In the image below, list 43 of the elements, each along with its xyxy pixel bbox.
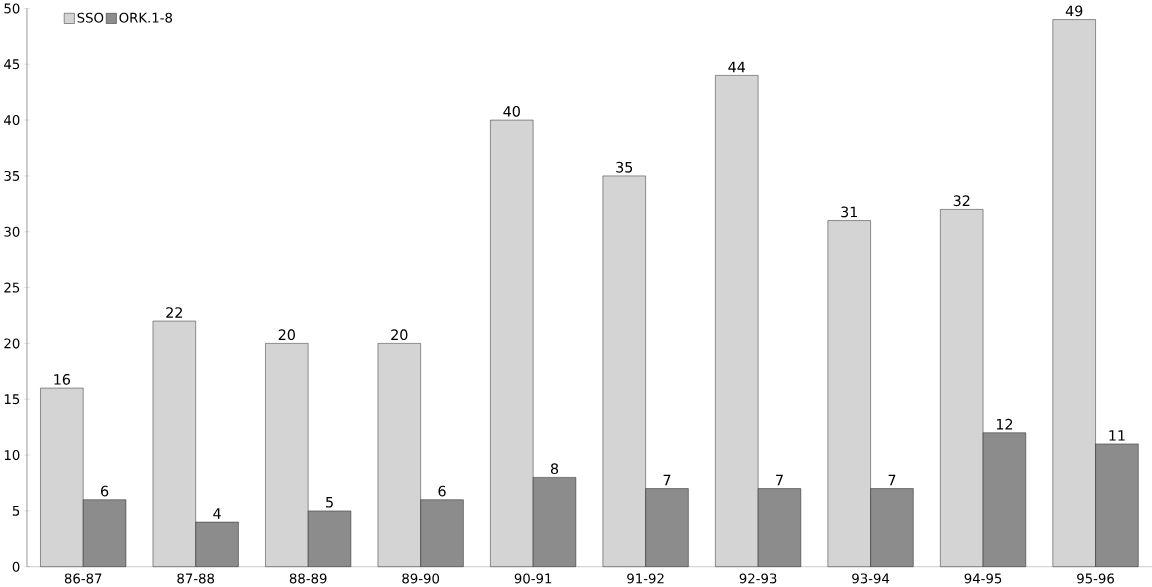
x-tick-label: 93-94	[852, 573, 890, 584]
x-tick-label: 92-93	[739, 573, 777, 584]
y-tick-label: 20	[4, 338, 20, 349]
data-label: 44	[728, 61, 746, 73]
data-label: 7	[663, 474, 671, 486]
x-tick-label: 87-88	[177, 573, 215, 584]
data-label: 8	[550, 463, 559, 475]
x-tick-label: 88-89	[289, 573, 327, 584]
data-label: 5	[326, 497, 333, 508]
data-label: 40	[503, 106, 520, 117]
data-label: 16	[54, 374, 71, 385]
data-label: 35	[616, 161, 633, 173]
legend-label: ORK.1-8	[119, 12, 173, 23]
x-tick-label: 94-95	[964, 573, 1002, 584]
y-tick-label: 30	[4, 226, 20, 237]
data-label: 6	[438, 485, 446, 497]
y-tick-label: 50	[4, 3, 20, 14]
y-tick-label: 0	[12, 561, 20, 572]
data-label: 22	[166, 307, 182, 318]
x-tick-label: 86-87	[64, 573, 102, 584]
x-tick-label: 90-91	[514, 573, 552, 584]
data-label: 32	[953, 195, 970, 207]
y-tick-label: 45	[4, 59, 20, 70]
y-tick-label: 5	[12, 506, 20, 516]
x-tick-label: 89-90	[402, 573, 440, 584]
y-tick-label: 40	[4, 115, 20, 126]
data-label: 6	[101, 485, 109, 497]
y-tick-label: 35	[4, 170, 20, 181]
data-label: 20	[278, 329, 295, 341]
y-tick-label: 10	[4, 450, 20, 461]
data-label: 7	[888, 474, 896, 486]
y-tick-label: 25	[4, 282, 20, 293]
y-tick-label: 15	[4, 394, 20, 405]
data-label: 31	[841, 206, 857, 218]
x-tick-label: 91-92	[627, 573, 664, 584]
data-label: 7	[776, 474, 783, 486]
data-label: 4	[213, 508, 221, 519]
data-label: 11	[1109, 430, 1125, 441]
legend-label: SSO	[77, 12, 104, 23]
data-label: 12	[996, 418, 1013, 430]
x-tick-label: 95-96	[1077, 573, 1114, 584]
data-label: 49	[1065, 5, 1083, 17]
data-label: 20	[391, 329, 408, 341]
